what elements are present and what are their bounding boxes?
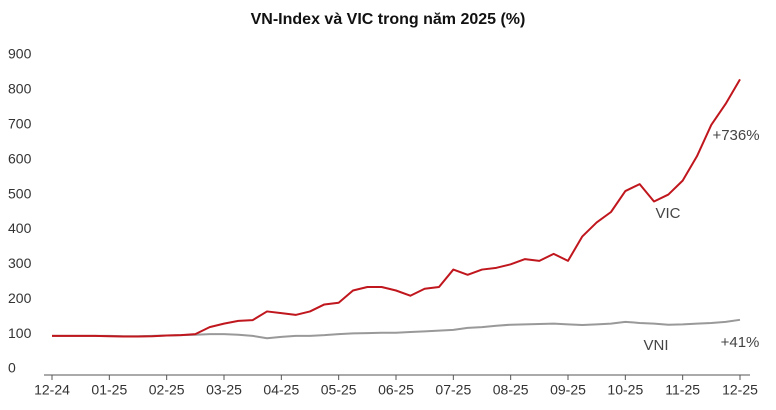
annotation: VIC <box>655 205 680 222</box>
y-tick-label: 0 <box>8 360 16 376</box>
annotation: +41% <box>721 334 760 351</box>
x-tick-label: 10-25 <box>607 382 643 398</box>
chart-title: VN-Index và VIC trong năm 2025 (%) <box>251 11 526 28</box>
x-tick-label: 09-25 <box>550 382 586 398</box>
y-tick-label: 700 <box>8 115 32 131</box>
annotation: +736% <box>712 127 759 144</box>
y-tick-label: 300 <box>8 255 32 271</box>
x-tick-label: 01-25 <box>91 382 127 398</box>
x-tick-label: 12-25 <box>722 382 758 398</box>
y-tick-label: 200 <box>8 290 32 306</box>
y-tick-label: 100 <box>8 325 32 341</box>
x-tick-label: 07-25 <box>435 382 471 398</box>
x-tick-label: 03-25 <box>206 382 242 398</box>
x-tick-label: 06-25 <box>378 382 414 398</box>
y-tick-label: 500 <box>8 185 32 201</box>
x-tick-label: 12-24 <box>34 382 70 398</box>
annotation: VNI <box>643 337 668 354</box>
series-line <box>52 78 741 338</box>
y-tick-label: 800 <box>8 81 32 97</box>
x-tick-label: 08-25 <box>493 382 529 398</box>
y-tick-label: 400 <box>8 220 32 236</box>
x-tick-label: 04-25 <box>263 382 299 398</box>
x-tick-label: 05-25 <box>321 382 357 398</box>
y-tick-label: 600 <box>8 150 32 166</box>
x-tick-label: 11-25 <box>665 382 700 398</box>
y-tick-label: 900 <box>8 46 32 62</box>
x-tick-label: 02-25 <box>149 382 185 398</box>
